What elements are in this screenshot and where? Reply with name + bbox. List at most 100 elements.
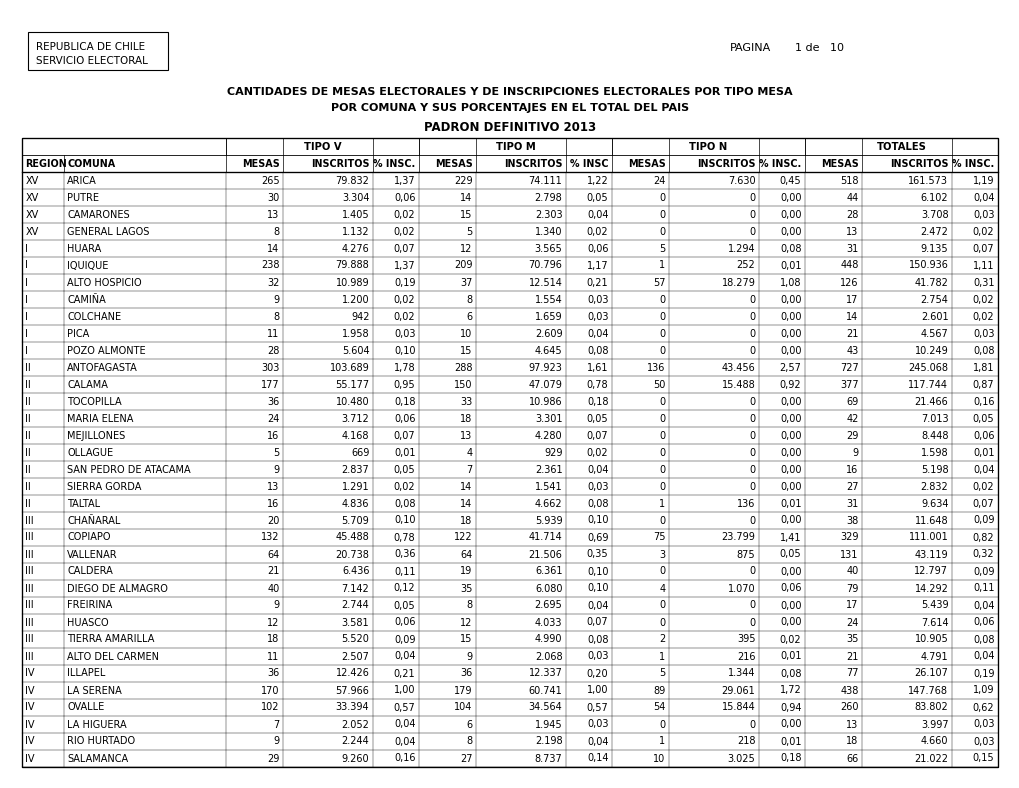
- Text: 79.888: 79.888: [335, 261, 369, 270]
- Text: 0,11: 0,11: [393, 567, 415, 577]
- Text: III: III: [25, 533, 34, 542]
- Text: 0,02: 0,02: [393, 226, 415, 236]
- Text: 1.659: 1.659: [534, 311, 561, 322]
- Text: 0,04: 0,04: [972, 464, 994, 474]
- Text: 0,01: 0,01: [780, 737, 801, 746]
- Text: 50: 50: [652, 380, 664, 389]
- Text: 31: 31: [846, 243, 858, 254]
- Text: 9: 9: [273, 464, 279, 474]
- Text: 2.361: 2.361: [534, 464, 561, 474]
- Text: 3.712: 3.712: [341, 414, 369, 423]
- Text: 942: 942: [351, 311, 369, 322]
- Text: 9: 9: [852, 448, 858, 458]
- Text: COPIAPO: COPIAPO: [67, 533, 111, 542]
- Text: 0,04: 0,04: [586, 210, 608, 220]
- Text: 0: 0: [658, 515, 664, 526]
- Text: 0,02: 0,02: [972, 295, 994, 304]
- Text: 57: 57: [652, 277, 664, 288]
- Text: 0,87: 0,87: [972, 380, 994, 389]
- Text: 18: 18: [846, 737, 858, 746]
- Text: 79: 79: [846, 583, 858, 593]
- Text: ANTOFAGASTA: ANTOFAGASTA: [67, 362, 138, 373]
- Text: IV: IV: [25, 737, 35, 746]
- Text: 0,02: 0,02: [972, 311, 994, 322]
- Text: 37: 37: [460, 277, 472, 288]
- Text: 0,10: 0,10: [393, 345, 415, 355]
- Text: 0,12: 0,12: [393, 583, 415, 593]
- Text: 0,02: 0,02: [393, 210, 415, 220]
- Text: 0,00: 0,00: [780, 448, 801, 458]
- Text: 0,16: 0,16: [972, 396, 994, 407]
- Text: 4.645: 4.645: [534, 345, 561, 355]
- Text: 0,00: 0,00: [780, 226, 801, 236]
- Text: 16: 16: [846, 464, 858, 474]
- Text: 0,00: 0,00: [780, 295, 801, 304]
- Text: 1.340: 1.340: [534, 226, 561, 236]
- Text: III: III: [25, 618, 34, 627]
- Text: 8: 8: [466, 737, 472, 746]
- Text: 2.744: 2.744: [341, 600, 369, 611]
- Text: III: III: [25, 567, 34, 577]
- Text: GENERAL LAGOS: GENERAL LAGOS: [67, 226, 150, 236]
- Text: 12: 12: [460, 243, 472, 254]
- Text: 10: 10: [652, 753, 664, 764]
- Text: 518: 518: [840, 176, 858, 185]
- Text: CAMIÑA: CAMIÑA: [67, 295, 106, 304]
- Text: 13: 13: [460, 430, 472, 440]
- Text: 2.609: 2.609: [534, 329, 561, 339]
- Text: 0,04: 0,04: [586, 737, 608, 746]
- Text: 4.836: 4.836: [341, 499, 369, 508]
- Text: 216: 216: [736, 652, 755, 661]
- Text: LA SERENA: LA SERENA: [67, 686, 122, 696]
- Text: 0: 0: [749, 567, 755, 577]
- Text: 33.394: 33.394: [335, 702, 369, 712]
- Text: 36: 36: [267, 396, 279, 407]
- Text: 15.844: 15.844: [721, 702, 755, 712]
- Text: 8: 8: [273, 311, 279, 322]
- Text: 66: 66: [846, 753, 858, 764]
- Text: 1,61: 1,61: [586, 362, 608, 373]
- Text: 57.966: 57.966: [335, 686, 369, 696]
- Text: 0: 0: [658, 210, 664, 220]
- Text: 75: 75: [652, 533, 664, 542]
- Text: 55.177: 55.177: [335, 380, 369, 389]
- Text: 179: 179: [453, 686, 472, 696]
- Text: 0,00: 0,00: [780, 311, 801, 322]
- Text: 24: 24: [652, 176, 664, 185]
- Text: 0,09: 0,09: [393, 634, 415, 645]
- Text: PADRON DEFINITIVO 2013: PADRON DEFINITIVO 2013: [424, 121, 595, 133]
- Text: 0,05: 0,05: [393, 600, 415, 611]
- Text: 0,21: 0,21: [586, 277, 608, 288]
- Text: 1.554: 1.554: [534, 295, 561, 304]
- Text: XV: XV: [25, 176, 39, 185]
- Text: 0: 0: [749, 515, 755, 526]
- Text: 1.070: 1.070: [728, 583, 755, 593]
- Text: 15: 15: [460, 634, 472, 645]
- Text: 4.791: 4.791: [920, 652, 948, 661]
- Text: 0: 0: [749, 481, 755, 492]
- Text: 21: 21: [267, 567, 279, 577]
- Text: 44: 44: [846, 192, 858, 203]
- Text: 7.614: 7.614: [920, 618, 948, 627]
- Text: 64: 64: [460, 549, 472, 559]
- Text: HUASCO: HUASCO: [67, 618, 109, 627]
- Text: 14: 14: [267, 243, 279, 254]
- Text: 0: 0: [749, 430, 755, 440]
- Text: 0,00: 0,00: [780, 329, 801, 339]
- Text: SALAMANCA: SALAMANCA: [67, 753, 128, 764]
- Text: 3.301: 3.301: [534, 414, 561, 423]
- Text: 0,08: 0,08: [780, 243, 801, 254]
- Text: 0,00: 0,00: [780, 600, 801, 611]
- Text: XV: XV: [25, 210, 39, 220]
- Text: % INSC.: % INSC.: [952, 158, 994, 169]
- Text: 43.456: 43.456: [721, 362, 755, 373]
- Text: 438: 438: [840, 686, 858, 696]
- Text: 47.079: 47.079: [528, 380, 561, 389]
- Text: 2.798: 2.798: [534, 192, 561, 203]
- Text: 0,08: 0,08: [586, 634, 608, 645]
- Text: 29: 29: [846, 430, 858, 440]
- Text: 875: 875: [736, 549, 755, 559]
- Text: 0,01: 0,01: [780, 499, 801, 508]
- Text: 79.832: 79.832: [335, 176, 369, 185]
- Text: 395: 395: [736, 634, 755, 645]
